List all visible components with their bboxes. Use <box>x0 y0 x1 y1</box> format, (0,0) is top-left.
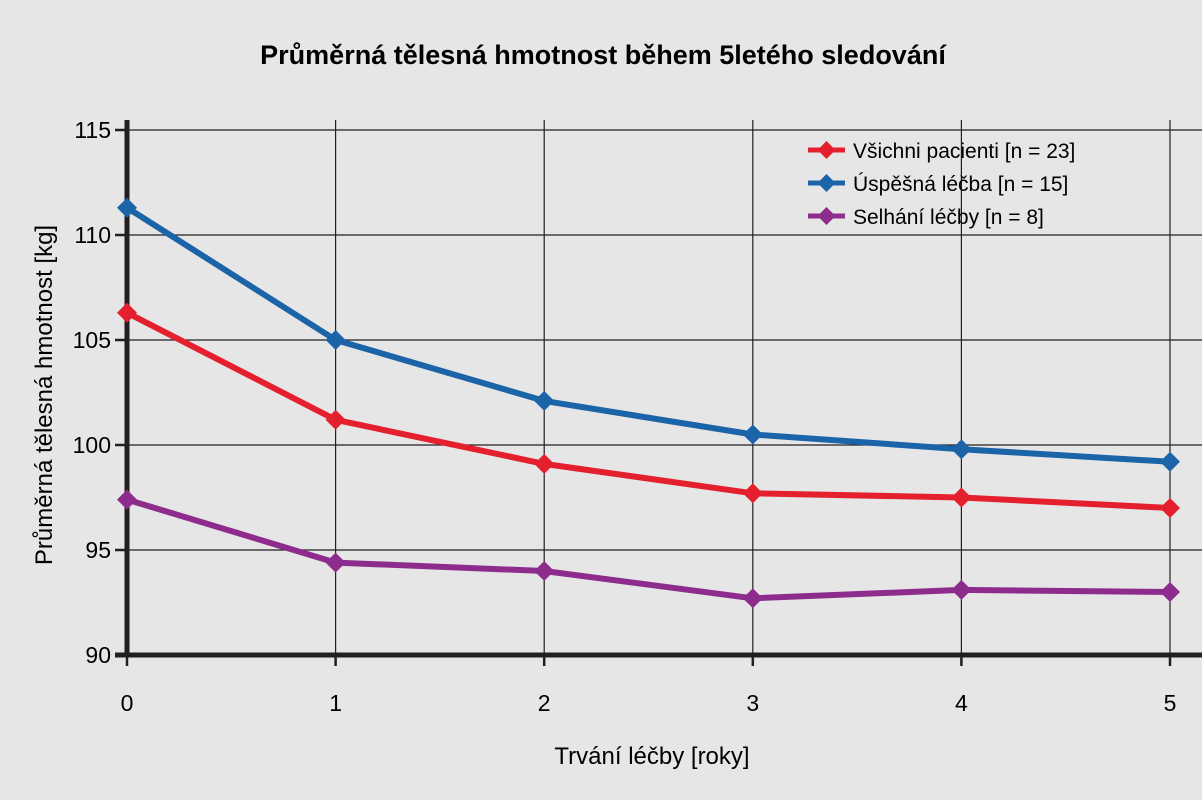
legend-swatch-marker <box>817 207 836 225</box>
y-tick-label: 95 <box>85 537 111 563</box>
data-point-marker <box>951 487 972 508</box>
legend-entry: Všichni pacienti [n = 23] <box>853 140 1075 163</box>
series-line-2 <box>124 204 1173 465</box>
data-point-marker <box>1160 498 1180 518</box>
data-point-marker <box>742 483 763 504</box>
chart-title: Průměrná tělesná hmotnost během 5letého … <box>260 40 947 70</box>
y-tick-label: 110 <box>74 222 111 248</box>
data-point-marker <box>742 588 763 609</box>
x-axis-label: Trvání léčby [roky] <box>554 743 749 770</box>
series-line-1 <box>124 309 1173 511</box>
tick-labels: 90 95 100 105 110 115 0 1 2 3 4 5 <box>73 117 1177 716</box>
x-tick-label: 3 <box>746 690 759 716</box>
data-point-marker <box>534 561 555 581</box>
legend-entry: Úspěšná léčba [n = 15] <box>853 173 1068 196</box>
series-line-3 <box>124 496 1173 602</box>
y-tick-label: 115 <box>74 117 111 143</box>
data-point-marker <box>534 453 555 474</box>
data-point-marker <box>951 439 972 460</box>
series-lines <box>117 197 1180 609</box>
legend-swatch-marker <box>817 141 836 159</box>
data-point-marker <box>534 390 555 411</box>
grid <box>127 120 1202 656</box>
data-point-marker <box>117 197 137 218</box>
x-tick-label: 5 <box>1164 690 1177 716</box>
data-point-marker <box>951 579 972 600</box>
legend: Všichni pacienti [n = 23] Úspěšná léčba [… <box>808 140 1075 229</box>
y-tick-label: 90 <box>85 642 111 668</box>
x-tick-label: 1 <box>329 690 342 716</box>
data-point-marker <box>325 409 346 430</box>
y-tick-label: 105 <box>73 327 111 353</box>
data-point-marker <box>742 424 763 445</box>
data-point-marker <box>1160 451 1180 472</box>
x-tick-label: 0 <box>121 690 134 716</box>
data-point-marker <box>325 552 346 573</box>
data-point-marker <box>117 489 137 510</box>
data-point-marker <box>325 330 346 350</box>
x-tick-label: 4 <box>955 690 968 716</box>
x-tick-label: 2 <box>538 690 551 716</box>
data-point-marker <box>1160 582 1180 602</box>
y-axis-label: Průměrná tělesná hmotnost [kg] <box>31 225 58 565</box>
legend-entry: Selhání léčby [n = 8] <box>853 206 1044 229</box>
legend-swatch-marker <box>817 174 836 192</box>
y-tick-label: 100 <box>73 432 111 458</box>
data-point-marker <box>117 302 137 323</box>
